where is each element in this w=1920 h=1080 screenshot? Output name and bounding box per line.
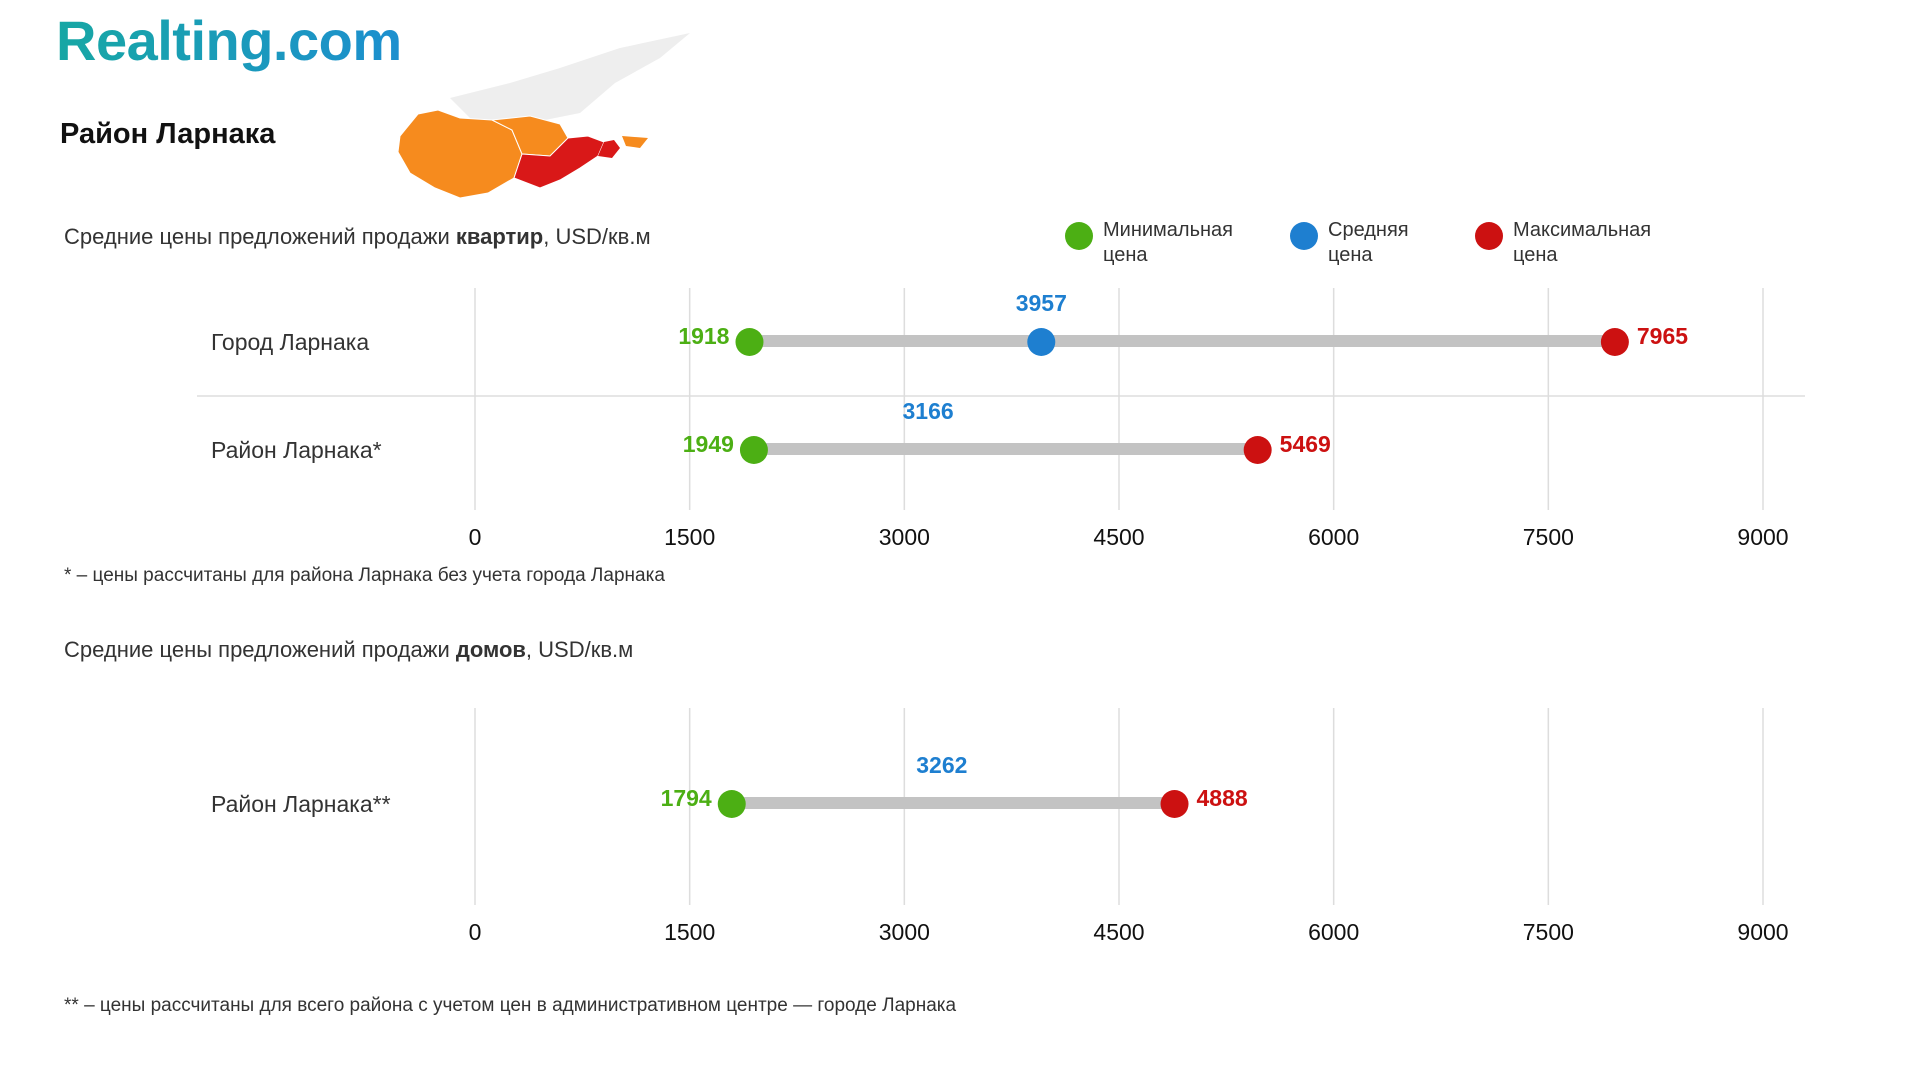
chart2-tick-label: 0 <box>469 919 482 945</box>
chart1-tick-label: 1500 <box>664 524 715 550</box>
chart1-max-label: 5469 <box>1280 431 1331 457</box>
legend-min-dot <box>1065 222 1093 250</box>
chart1-row-label: Район Ларнака* <box>211 437 382 463</box>
chart2-max-label: 4888 <box>1197 785 1248 811</box>
legend-min-line1: Минимальная <box>1103 219 1234 241</box>
chart1-avg-label: 3166 <box>903 398 954 424</box>
chart2-max-dot <box>1160 790 1189 818</box>
legend-max: Максимальная цена <box>1475 218 1663 268</box>
chart2-row-label: Район Ларнака** <box>211 791 391 817</box>
chart1-max-dot <box>1600 328 1629 356</box>
map-northeast-tip <box>622 136 648 148</box>
legend-avg-line1: Средняя <box>1328 219 1409 241</box>
legend-max-line2: цена <box>1513 244 1558 266</box>
chart1-avg-label: 3957 <box>1016 290 1067 316</box>
chart2-tick-label: 1500 <box>664 919 715 945</box>
chart1-min-dot <box>735 328 764 356</box>
houses-chart-title: Средние цены предложений продажи домов, … <box>64 637 634 662</box>
chart2-min-label: 1794 <box>661 785 712 811</box>
chart2-tick-label: 9000 <box>1737 919 1788 945</box>
legend-max-line1: Максимальная <box>1513 219 1652 241</box>
legend-max-dot <box>1475 222 1503 250</box>
legend-avg: Средняя цена <box>1290 218 1478 268</box>
chart2-tick-label: 6000 <box>1308 919 1359 945</box>
chart1-max-label: 7965 <box>1637 323 1688 349</box>
apartments-chart-title: Средние цены предложений продажи квартир… <box>64 224 651 249</box>
cyprus-map-icon <box>397 33 690 199</box>
legend-min-line2: цена <box>1103 244 1148 266</box>
legend-avg-line2: цена <box>1328 244 1373 266</box>
legend-min: Минимальная цена <box>1065 218 1253 268</box>
chart1-min-label: 1918 <box>678 323 729 349</box>
chart1-avg-dot <box>1027 328 1056 356</box>
chart2-avg-label: 3262 <box>916 752 967 778</box>
chart2-min-dot <box>717 790 746 818</box>
realting-logo[interactable]: Realting.com <box>56 9 402 72</box>
chart1-max-dot <box>1243 436 1272 464</box>
apartments-footnote: * – цены рассчитаны для района Ларнака б… <box>64 565 665 586</box>
chart1-tick-label: 7500 <box>1523 524 1574 550</box>
chart1-row-label: Город Ларнака <box>211 329 369 355</box>
chart1-min-dot <box>739 436 768 464</box>
chart1-tick-label: 0 <box>469 524 482 550</box>
chart1-tick-label: 9000 <box>1737 524 1788 550</box>
chart1-tick-label: 4500 <box>1093 524 1144 550</box>
chart2-tick-label: 7500 <box>1523 919 1574 945</box>
chart2-tick-label: 3000 <box>879 919 930 945</box>
region-title: Район Ларнака <box>60 118 276 150</box>
legend-avg-dot <box>1290 222 1318 250</box>
chart1-min-label: 1949 <box>683 431 734 457</box>
map-north-region <box>450 33 690 128</box>
map-famagusta-region <box>598 140 620 158</box>
chart1-tick-label: 3000 <box>879 524 930 550</box>
chart2-tick-label: 4500 <box>1093 919 1144 945</box>
houses-footnote: ** – цены рассчитаны для всего района с … <box>64 995 957 1016</box>
chart1-tick-label: 6000 <box>1308 524 1359 550</box>
